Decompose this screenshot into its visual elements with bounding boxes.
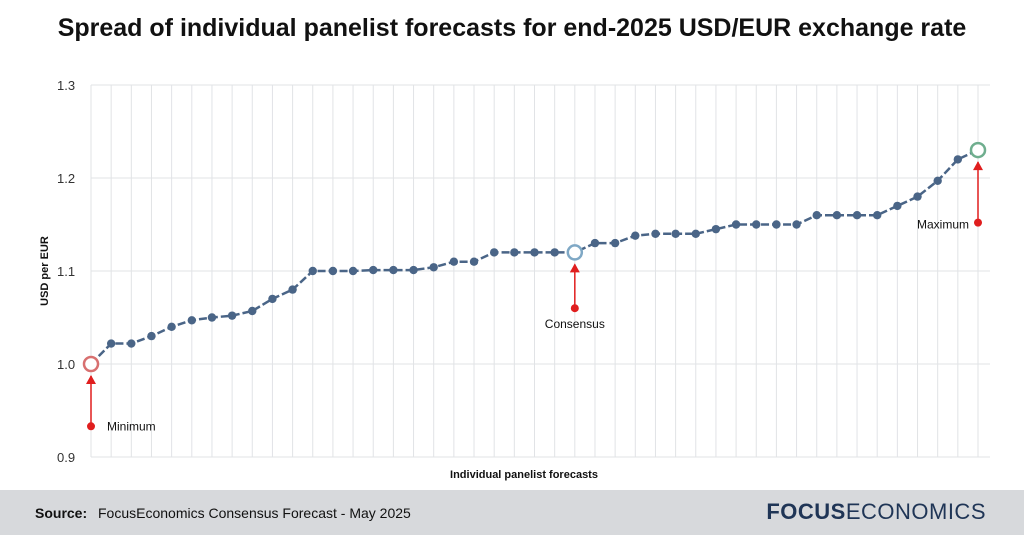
data-point	[248, 306, 257, 316]
footer-bar: Source: FocusEconomics Consensus Forecas…	[0, 490, 1024, 535]
source-text: FocusEconomics Consensus Forecast - May …	[98, 505, 411, 521]
data-point	[409, 265, 418, 275]
data-point	[731, 220, 741, 229]
data-point	[772, 220, 781, 229]
data-point	[510, 248, 519, 257]
brand-logo-light: ECONOMICS	[845, 499, 986, 524]
data-point	[268, 294, 277, 304]
data-point	[227, 311, 237, 320]
data-point	[711, 224, 721, 234]
x-axis-label: Individual panelist forecasts	[450, 469, 598, 481]
data-point	[389, 265, 398, 275]
maximum-arrow-dot	[974, 218, 982, 227]
data-point	[832, 211, 842, 220]
data-point	[369, 265, 378, 275]
data-point	[631, 231, 640, 240]
data-point	[873, 211, 882, 220]
minimum-label: Minimum	[107, 419, 156, 433]
minimum-arrow-head	[86, 375, 96, 384]
brand-logo-bold: FOCUS	[766, 499, 846, 524]
data-point	[852, 211, 862, 220]
y-tick-label: 1.3	[57, 78, 75, 93]
y-axis-label: USD per EUR	[39, 236, 51, 306]
data-point	[147, 331, 156, 341]
data-point	[752, 220, 761, 229]
data-point	[106, 339, 116, 348]
y-tick-label: 0.9	[57, 450, 75, 465]
minimum-arrow-dot	[87, 422, 95, 431]
data-point	[469, 257, 479, 266]
data-point	[429, 263, 438, 272]
data-point	[328, 266, 338, 276]
data-point	[348, 266, 358, 276]
line-chart: 0.9 1.0 1.1 1.2 1.3 USD per EUR Individual pan…	[39, 78, 990, 481]
consensus-arrow-head	[569, 263, 580, 273]
data-point	[953, 155, 963, 164]
data-point	[288, 285, 297, 294]
data-point	[127, 339, 136, 348]
data-point	[207, 313, 217, 322]
maximum-arrow-head	[973, 161, 983, 171]
consensus-arrow-dot	[570, 304, 579, 313]
data-point	[187, 316, 196, 325]
data-point	[671, 229, 680, 238]
data-point	[792, 220, 801, 229]
data-point	[913, 192, 922, 201]
data-point	[590, 238, 600, 248]
y-tick-label: 1.0	[57, 357, 75, 372]
data-point	[651, 229, 660, 238]
data-point	[812, 211, 821, 220]
data-point-minimum	[82, 355, 100, 373]
data-point-maximum	[969, 141, 987, 159]
data-point-consensus	[566, 244, 584, 261]
chart-title: Spread of individual panelist forecasts …	[57, 14, 967, 42]
y-tick-label: 1.1	[57, 264, 75, 279]
data-point	[449, 257, 459, 266]
data-point	[308, 266, 317, 276]
data-point	[893, 201, 902, 211]
data-point	[933, 176, 942, 185]
data-point	[530, 248, 539, 257]
forecast-line	[90, 148, 979, 365]
data-point	[610, 238, 620, 248]
data-point	[167, 322, 176, 331]
y-tick-label: 1.2	[57, 171, 75, 186]
consensus-label: Consensus	[545, 317, 605, 331]
source-label: Source:	[35, 505, 88, 521]
data-point	[550, 248, 559, 257]
data-point	[489, 248, 499, 257]
maximum-label: Maximum	[917, 218, 969, 232]
brand-logo: FOCUSECONOMICS	[766, 499, 986, 525]
data-point	[691, 229, 700, 238]
